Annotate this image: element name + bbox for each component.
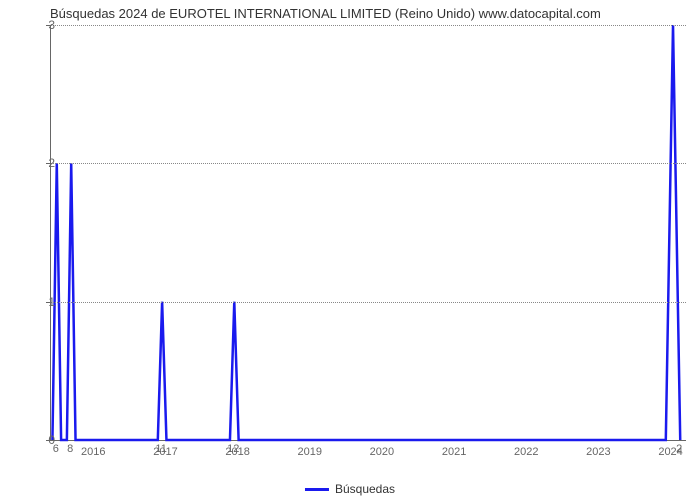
legend: Búsquedas (305, 482, 395, 496)
x-tick-label: 2020 (370, 446, 394, 458)
y-tick-label: 1 (25, 295, 55, 309)
x-tick-label: 2021 (442, 446, 466, 458)
x-tick-label: 2016 (81, 446, 105, 458)
legend-label: Búsquedas (335, 482, 395, 496)
line-series (51, 25, 686, 440)
y-tick-label: 2 (25, 156, 55, 170)
legend-swatch (305, 488, 329, 491)
value-label: 8 (67, 443, 73, 455)
gridline (51, 163, 686, 164)
gridline (51, 302, 686, 303)
chart-title: Búsquedas 2024 de EUROTEL INTERNATIONAL … (50, 6, 601, 21)
x-tick-label: 2023 (586, 446, 610, 458)
x-tick-label: 2022 (514, 446, 538, 458)
plot-area (50, 25, 686, 441)
value-label: 6 (53, 443, 59, 455)
chart-container: Búsquedas 2024 de EUROTEL INTERNATIONAL … (0, 0, 700, 500)
value-label: 12 (227, 443, 239, 455)
value-label: 11 (155, 443, 166, 455)
value-label: 2 (676, 443, 682, 455)
series-line (52, 25, 680, 440)
gridline (51, 25, 686, 26)
y-tick-label: 3 (25, 18, 55, 32)
x-tick-label: 2019 (298, 446, 322, 458)
y-tick-label: 0 (25, 433, 55, 447)
